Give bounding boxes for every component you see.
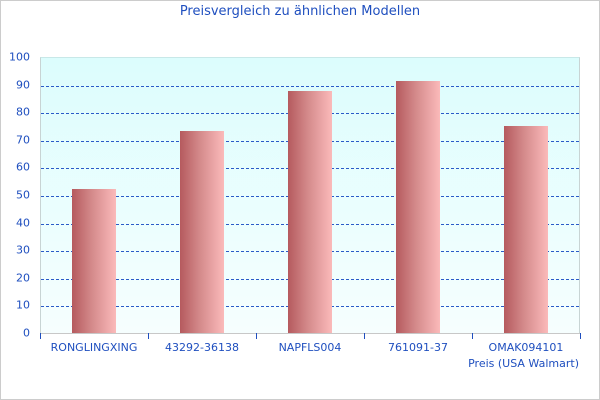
y-tick-label: 90 [16,78,30,92]
y-tick-label: 40 [16,216,30,230]
x-tick-label: 761091-37 [388,341,448,354]
x-tick [580,333,581,339]
chart-title: Preisvergleich zu ähnlichen Modellen [179,4,421,19]
x-tick [364,333,365,339]
y-tick-label: 60 [16,160,30,174]
y-tick-label: 30 [16,243,30,257]
x-tick [148,333,149,339]
x-axis-title: Preis (USA Walmart) [468,357,579,370]
bar [180,130,224,333]
y-tick-label: 10 [16,298,30,312]
bar [504,126,548,333]
gridline [41,85,579,87]
y-tick-label: 0 [23,326,30,340]
x-tick-label: OMAK094101 [488,341,564,354]
x-tick-label: RONGLINGXING [50,341,138,354]
x-tick [40,333,41,339]
y-tick-label: 100 [9,50,30,64]
x-tick-label: 43292-36138 [165,341,239,354]
y-tick-label: 70 [16,133,30,147]
x-tick-label: NAPFLS004 [278,341,342,354]
x-tick [256,333,257,339]
y-tick-label: 20 [16,271,30,285]
x-tick [472,333,473,339]
bar [72,188,116,333]
x-axis-line [40,333,580,334]
y-tick-label: 50 [16,188,30,202]
y-tick-label: 80 [16,105,30,119]
bar [288,90,332,333]
bar [396,81,440,333]
